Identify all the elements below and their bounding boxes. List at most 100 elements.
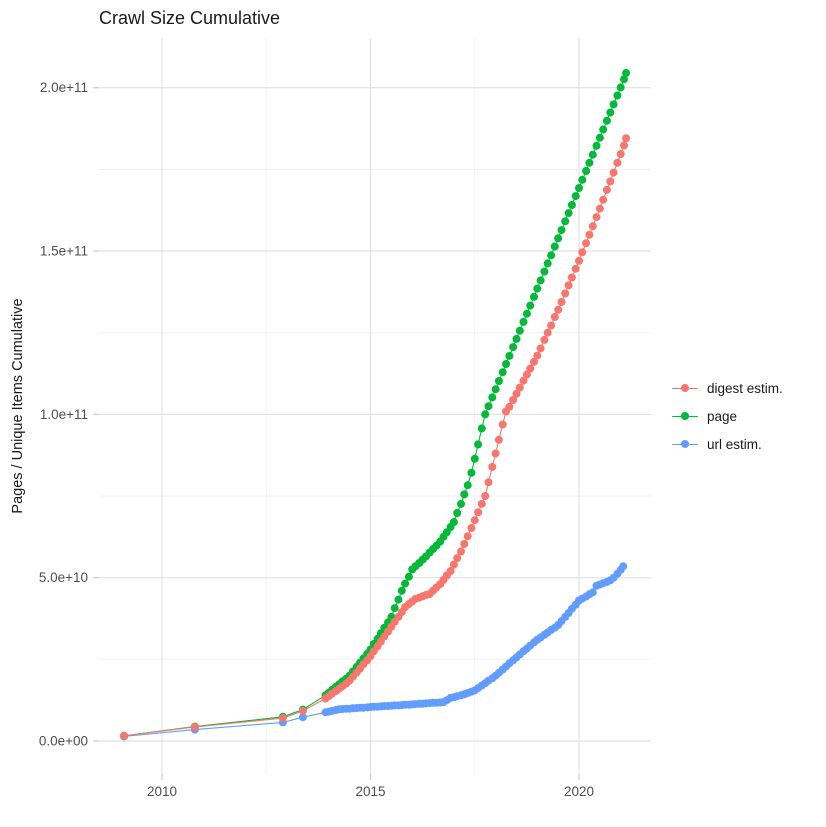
data-point (484, 402, 493, 411)
data-point (530, 357, 538, 366)
data-point (533, 351, 542, 360)
data-point (390, 604, 399, 613)
data-point (526, 364, 535, 373)
data-point (491, 449, 500, 458)
data-point (547, 321, 556, 330)
data-point (467, 524, 476, 532)
data-point (515, 326, 524, 335)
data-point (613, 91, 622, 100)
data-point (397, 586, 406, 595)
data-point (460, 540, 469, 548)
data-point (588, 588, 597, 597)
data-point (446, 567, 455, 576)
data-point (550, 242, 559, 251)
data-point (540, 335, 549, 344)
data-point (588, 222, 597, 231)
data-point (595, 133, 604, 142)
data-point (491, 385, 500, 394)
data-point (494, 435, 503, 444)
data-point (449, 560, 458, 569)
legend-key-digest-icon (672, 382, 698, 396)
data-point (616, 83, 625, 92)
data-point (609, 100, 618, 109)
data-point (620, 141, 628, 150)
chart-title: Crawl Size Cumulative (99, 8, 281, 28)
data-point (453, 554, 462, 563)
x-axis-tick-label: 2020 (564, 784, 594, 799)
data-point (564, 281, 573, 290)
data-point (477, 499, 486, 508)
data-point (554, 234, 563, 243)
data-point (622, 69, 631, 77)
data-point (530, 292, 538, 301)
data-point (120, 731, 129, 740)
data-point (533, 284, 542, 293)
legend-label: url estim. (707, 437, 762, 452)
data-point (619, 562, 628, 571)
data-point (588, 150, 597, 159)
data-point (512, 389, 521, 398)
data-point (457, 499, 465, 508)
data-point (509, 343, 518, 352)
data-point (190, 723, 199, 731)
data-point (498, 368, 507, 377)
legend-label: digest estim. (707, 381, 783, 396)
data-point (505, 402, 514, 411)
data-point (536, 344, 545, 353)
data-point (467, 468, 476, 477)
legend-label: page (707, 409, 738, 424)
data-point (582, 239, 591, 248)
data-point (526, 301, 535, 310)
data-point (522, 309, 531, 318)
data-point (470, 516, 479, 525)
legend-key-page-icon (672, 410, 698, 424)
data-point (606, 108, 615, 117)
data-point (519, 376, 528, 385)
data-point (543, 328, 552, 337)
data-point (481, 410, 490, 419)
data-point (278, 714, 287, 723)
data-point (613, 158, 622, 167)
data-point (484, 478, 493, 487)
data-point (488, 462, 497, 471)
data-point (457, 547, 465, 556)
data-point (602, 116, 611, 125)
data-point (575, 256, 583, 265)
data-point (567, 201, 576, 209)
data-point (554, 305, 563, 314)
data-point (564, 209, 573, 218)
data-point (404, 572, 413, 581)
data-point (502, 360, 510, 368)
data-point (536, 276, 545, 285)
y-axis-tick-label: 2.0e+11 (40, 80, 88, 95)
data-point (540, 267, 549, 276)
data-point (474, 508, 483, 517)
data-point (561, 289, 570, 298)
data-point (547, 251, 556, 260)
legend-key-url-icon (672, 438, 698, 452)
data-point (515, 383, 524, 392)
data-point (394, 595, 403, 604)
data-point (571, 264, 580, 273)
data-point (481, 492, 490, 500)
data-point (609, 168, 618, 177)
x-axis-tick-label: 2015 (355, 784, 385, 799)
data-point (298, 706, 307, 715)
data-point (582, 167, 591, 175)
data-point (567, 273, 576, 282)
data-point (488, 393, 497, 402)
data-point (494, 377, 503, 385)
x-axis-tick-label: 2010 (147, 784, 177, 799)
data-point (592, 213, 601, 222)
data-point (463, 481, 472, 490)
data-point (449, 518, 458, 527)
data-point (561, 217, 570, 226)
legend: digest estim. page url estim. (672, 380, 783, 453)
data-point (519, 317, 528, 326)
data-point (616, 150, 625, 158)
data-point (599, 125, 608, 134)
data-point (622, 134, 631, 143)
data-point (522, 370, 531, 379)
